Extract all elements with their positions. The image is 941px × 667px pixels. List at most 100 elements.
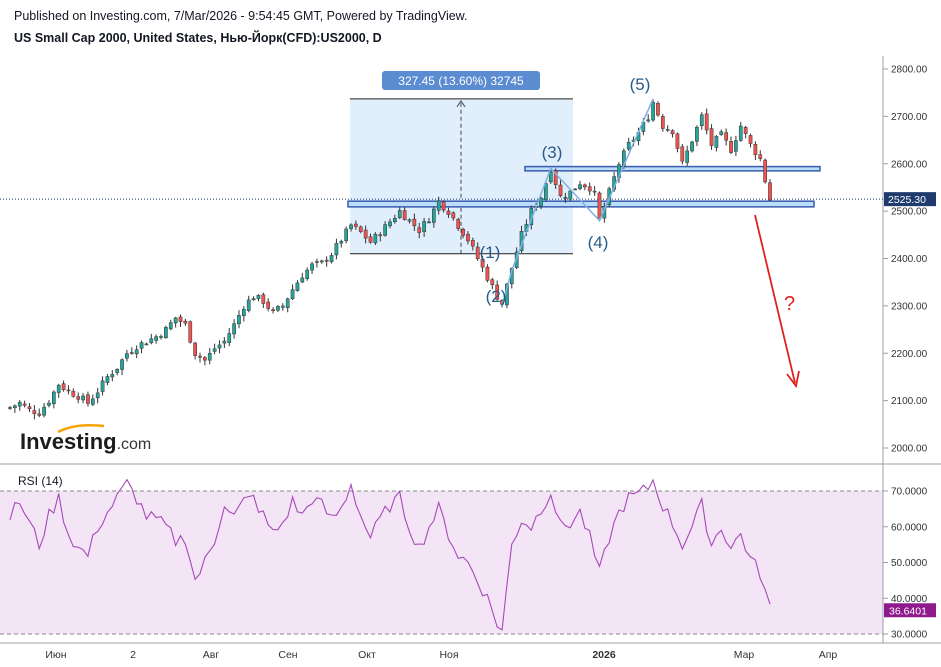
candle — [90, 394, 95, 407]
candle — [290, 284, 295, 301]
candle — [373, 232, 378, 245]
candle — [578, 180, 582, 191]
candle — [368, 233, 373, 244]
candle-body — [456, 219, 461, 229]
candle — [154, 334, 159, 344]
candle-body — [490, 279, 495, 286]
time-tick-label: 2026 — [592, 649, 616, 661]
candle — [271, 307, 275, 314]
candle-body — [125, 353, 129, 359]
candle-body — [22, 403, 27, 406]
candle-body — [271, 309, 275, 312]
candle-body — [597, 192, 602, 220]
candle-body — [139, 342, 144, 349]
candle-body — [344, 228, 349, 242]
candle-body — [47, 402, 51, 406]
time-tick-label: Авг — [203, 649, 220, 661]
candle — [729, 136, 733, 155]
candle-body — [100, 380, 105, 392]
candle — [714, 135, 719, 152]
candle — [71, 388, 76, 398]
candle-body — [417, 227, 422, 233]
candle — [456, 217, 461, 232]
candle-body — [431, 208, 436, 223]
wave-path — [501, 98, 654, 307]
candle — [656, 101, 660, 117]
candle-body — [61, 383, 66, 390]
candle-body — [90, 398, 95, 405]
candle-body — [246, 299, 251, 311]
candle — [427, 218, 431, 224]
candle-body — [164, 327, 168, 339]
candle-body — [383, 224, 387, 236]
rsi-tick-label: 70.0000 — [891, 487, 928, 498]
candle — [61, 380, 66, 392]
candle-body — [685, 150, 690, 163]
candle — [266, 298, 271, 312]
logo-swoosh-icon — [57, 424, 105, 434]
candle-body — [368, 236, 373, 243]
candle — [626, 137, 631, 151]
candle-body — [86, 394, 90, 404]
candle-body — [719, 131, 724, 135]
time-tick-label: Сен — [278, 649, 297, 661]
wave-label: (1) — [480, 243, 501, 262]
price-tick-label: 2400.00 — [891, 254, 928, 265]
candle-body — [261, 294, 266, 304]
candle — [86, 391, 90, 407]
candle-body — [592, 190, 597, 193]
candle-body — [758, 154, 763, 159]
svg-text:Investing.com: Investing.com — [20, 429, 151, 454]
candle — [709, 124, 714, 150]
candle — [363, 225, 368, 244]
candle — [164, 325, 168, 339]
candle — [129, 347, 134, 355]
candle — [431, 206, 436, 228]
candle — [651, 99, 655, 122]
candle — [383, 221, 387, 237]
candle — [237, 310, 241, 329]
candle — [393, 214, 397, 224]
candle — [354, 220, 358, 230]
candle-body — [276, 306, 280, 311]
time-tick-label: Апр — [819, 649, 838, 661]
candle — [466, 231, 470, 245]
wave-label: (4) — [588, 233, 609, 252]
candle-body — [729, 141, 733, 153]
candle — [495, 280, 500, 301]
candle-body — [553, 170, 558, 185]
candle — [544, 180, 548, 202]
candle — [300, 272, 305, 284]
candle — [548, 168, 553, 184]
candle — [256, 294, 261, 302]
candle-body — [583, 184, 587, 188]
logo-suffix: .com — [117, 436, 152, 453]
candle — [37, 408, 42, 418]
candle — [246, 295, 251, 313]
rsi-title: RSI (14) — [18, 474, 63, 488]
wave-label: (5) — [630, 75, 651, 94]
rsi-band — [0, 491, 883, 634]
candle — [349, 223, 353, 232]
candle-body — [120, 359, 124, 370]
overlays: 327.45 (13.60%) 32745 — [0, 71, 883, 255]
candle — [227, 328, 232, 347]
candle — [261, 292, 266, 308]
candle — [763, 158, 767, 184]
wave-label: (2) — [486, 287, 507, 306]
candle-body — [422, 221, 426, 232]
published-note: Published on Investing.com, 7/Mar/2026 -… — [14, 9, 468, 23]
candle — [748, 133, 753, 148]
candle-body — [173, 317, 178, 324]
candle-body — [388, 221, 392, 227]
candle — [295, 280, 300, 292]
candle — [660, 114, 665, 132]
candle — [222, 337, 227, 348]
symbol-title: US Small Cap 2000, United States, Нью-Йо… — [14, 31, 382, 45]
candle-body — [188, 321, 193, 343]
candle — [402, 207, 407, 221]
candle — [485, 264, 490, 283]
candle-body — [305, 269, 310, 279]
candle — [768, 179, 772, 202]
rsi-line — [9, 478, 771, 631]
